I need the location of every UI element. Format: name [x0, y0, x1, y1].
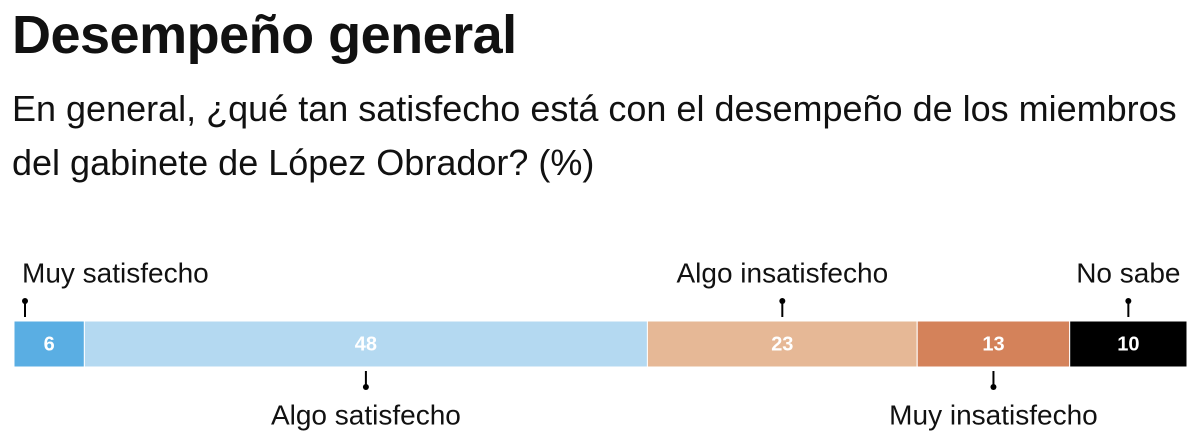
- value-label: 10: [1117, 333, 1139, 355]
- bar-segment: [646, 320, 918, 368]
- category-label: No sabe: [1076, 257, 1180, 288]
- category-label: Muy satisfecho: [22, 257, 209, 288]
- value-label: 6: [44, 333, 55, 355]
- value-label: 13: [982, 333, 1004, 355]
- leader-dot: [1125, 298, 1132, 304]
- value-label: 23: [771, 333, 793, 355]
- chart-subtitle: En general, ¿qué tan satisfecho está con…: [12, 88, 1177, 183]
- bar-segment: [916, 320, 1071, 368]
- category-label: Algo satisfecho: [271, 399, 461, 430]
- leader-dot: [779, 298, 786, 304]
- chart-title: Desempeño general: [12, 5, 517, 65]
- category-label: Algo insatisfecho: [676, 257, 888, 288]
- leader-dot: [990, 384, 997, 390]
- bar-segment: [1069, 320, 1188, 368]
- bar-segment: [83, 320, 648, 368]
- value-label: 48: [355, 333, 377, 355]
- leader-dot: [22, 298, 28, 304]
- category-label: Muy insatisfecho: [889, 399, 1098, 430]
- leader-dot: [362, 384, 369, 390]
